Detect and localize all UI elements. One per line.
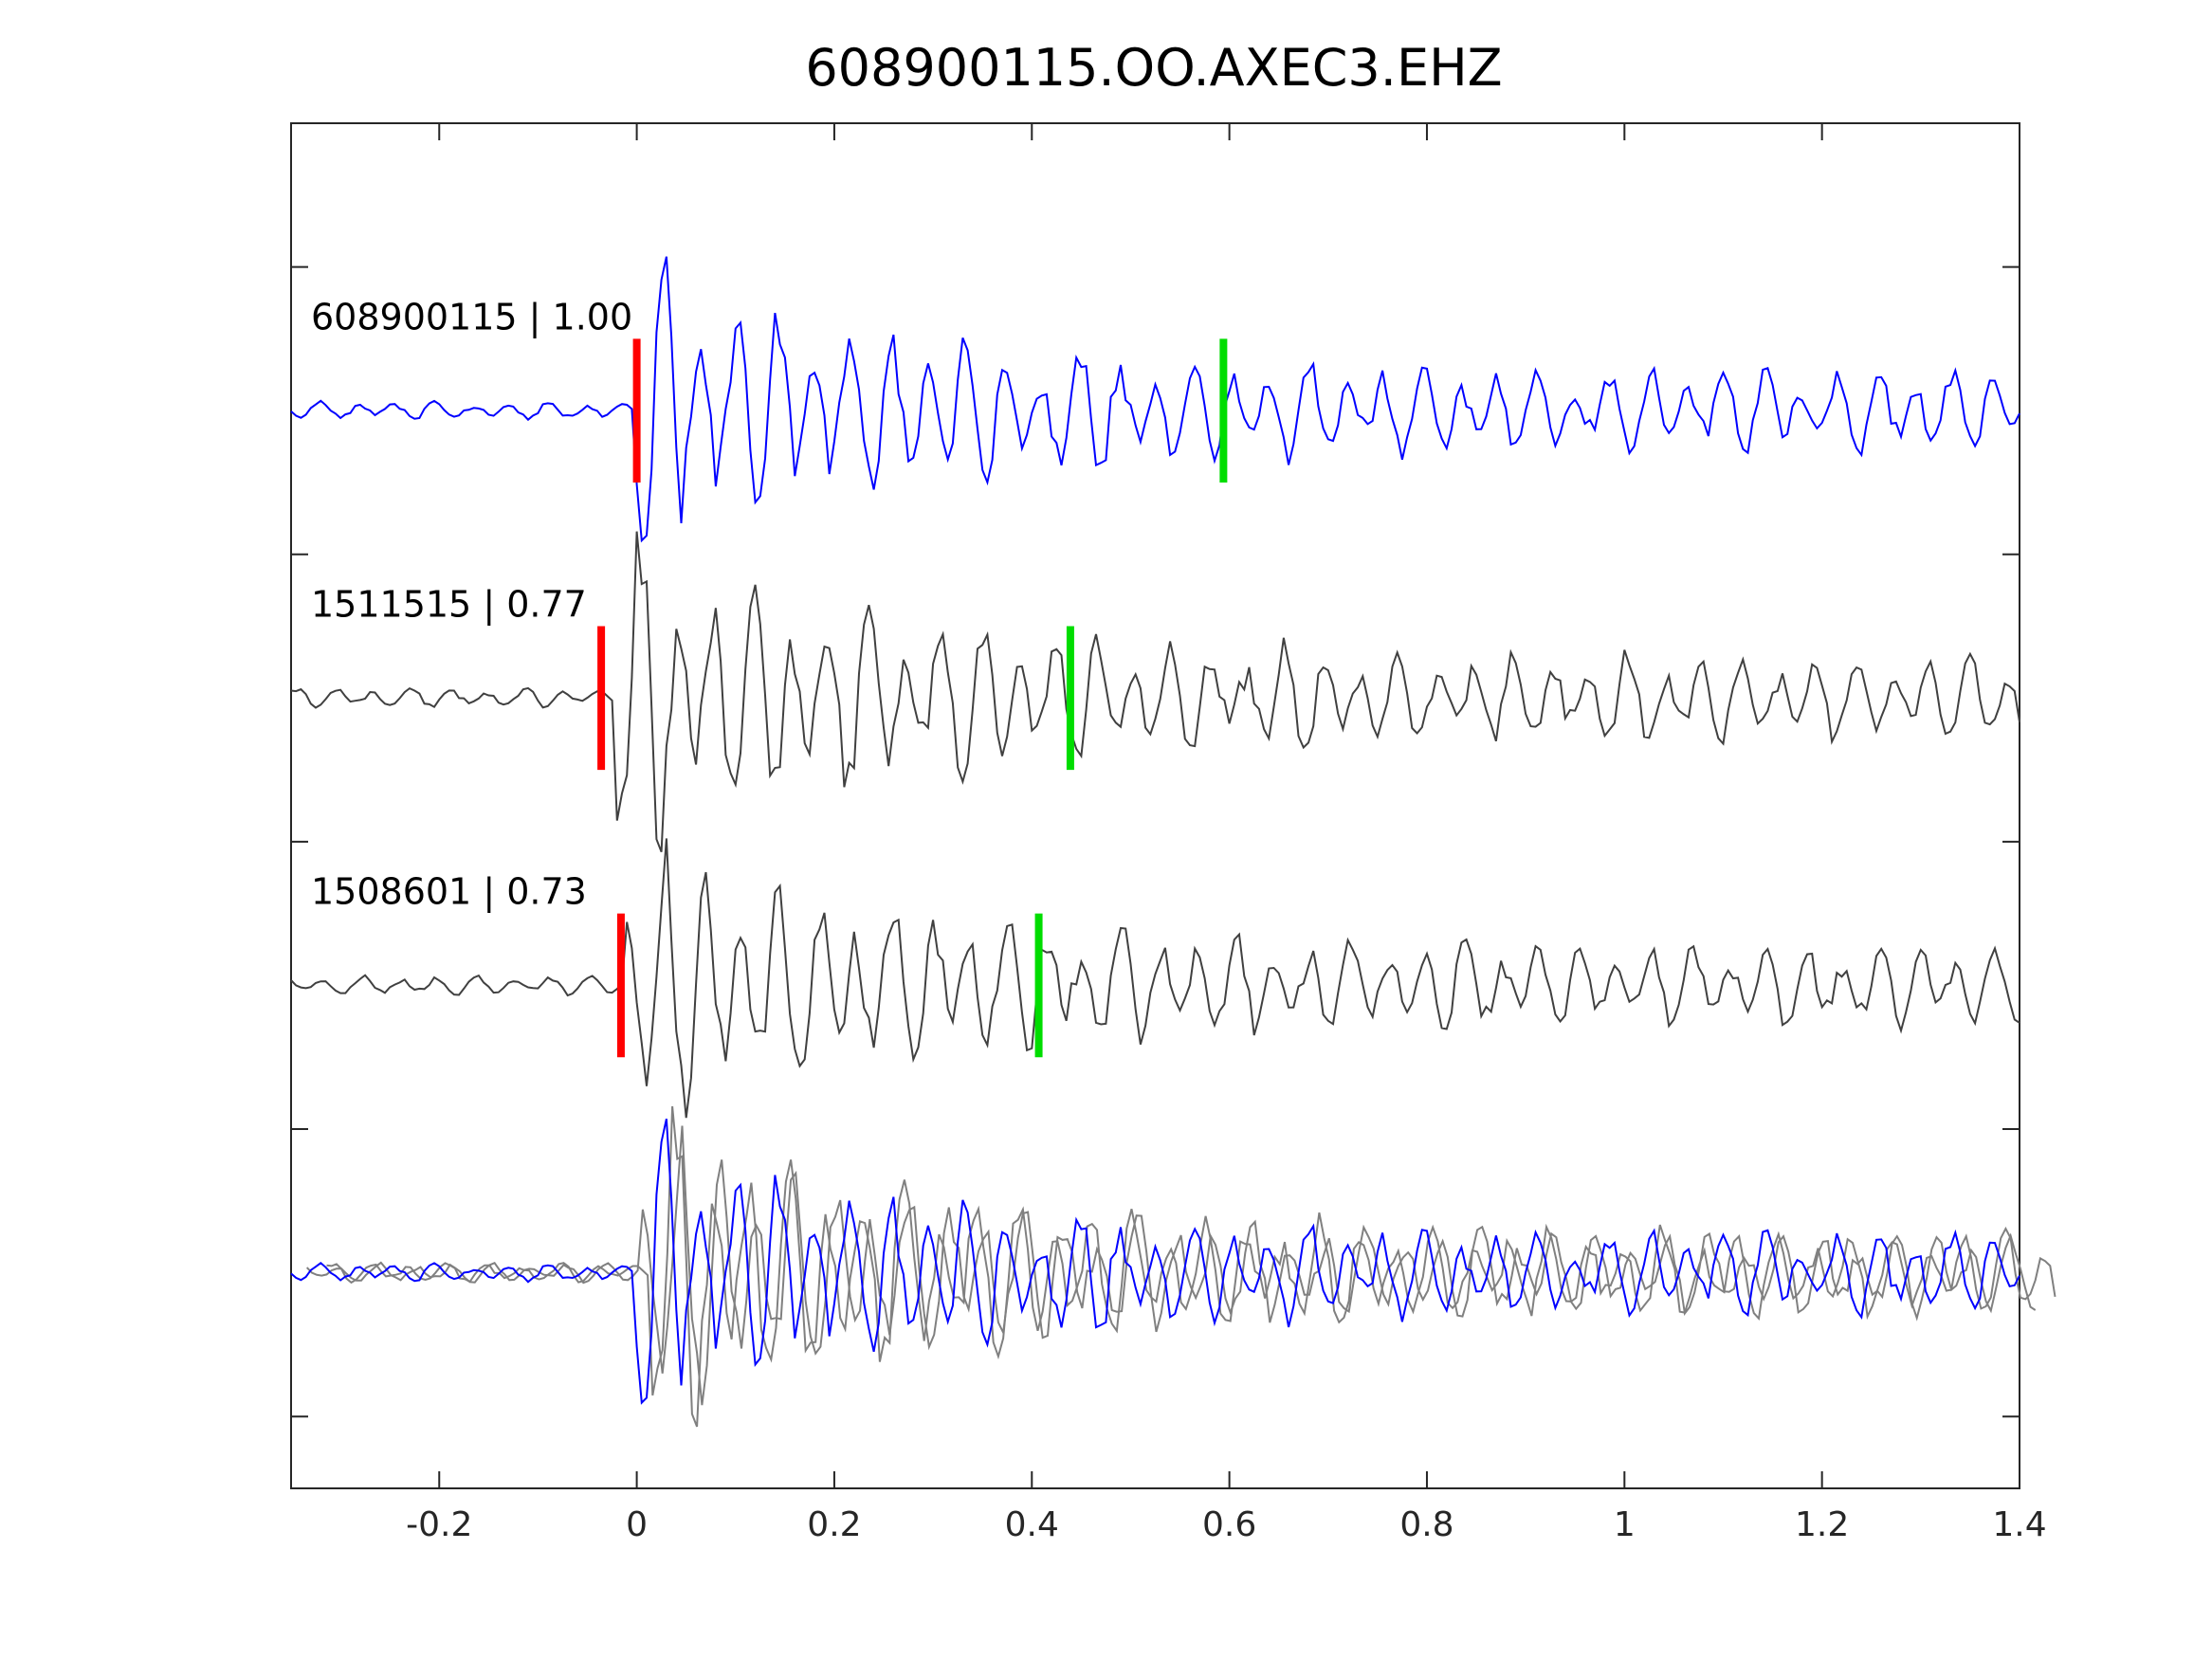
trace-label: 608900115 | 1.00	[311, 296, 632, 338]
overlay-waveform-1508601	[307, 1126, 2036, 1406]
traces-layer	[290, 256, 2056, 1427]
x-tick-label: 1.2	[1795, 1505, 1849, 1544]
x-tick-label: 1.4	[1992, 1505, 2046, 1544]
overlay-waveform-1511515	[327, 1106, 2056, 1427]
overlay-waveform-608900115	[291, 1119, 2020, 1402]
trace-labels: 608900115 | 1.00 1511515 | 0.77 1508601 | …	[311, 296, 632, 913]
chart-title: 608900115.OO.AXEC3.EHZ	[805, 38, 1502, 98]
trace-label: 1508601 | 0.73	[311, 871, 587, 914]
x-tick-label: 1	[1614, 1505, 1636, 1544]
picks-layer	[597, 338, 1228, 1058]
x-tick-label: 0.2	[807, 1505, 861, 1544]
plot-area	[290, 122, 2020, 1489]
x-tick-label: 0.6	[1202, 1505, 1256, 1544]
x-tick-label: 0.4	[1005, 1505, 1059, 1544]
x-tick-label: -0.2	[406, 1505, 472, 1544]
waveform-608900115	[290, 256, 2020, 543]
x-tick-label: 0	[626, 1505, 648, 1544]
waveform-1511515	[290, 531, 2020, 853]
axis-ticks: -0.2 0 0.2 0.4 0.6 0.8 1 1.2 1.4	[291, 123, 2047, 1544]
x-tick-label: 0.8	[1399, 1505, 1453, 1544]
trace-label: 1511515 | 0.77	[311, 584, 587, 627]
waveform-1508601	[290, 838, 2020, 1119]
